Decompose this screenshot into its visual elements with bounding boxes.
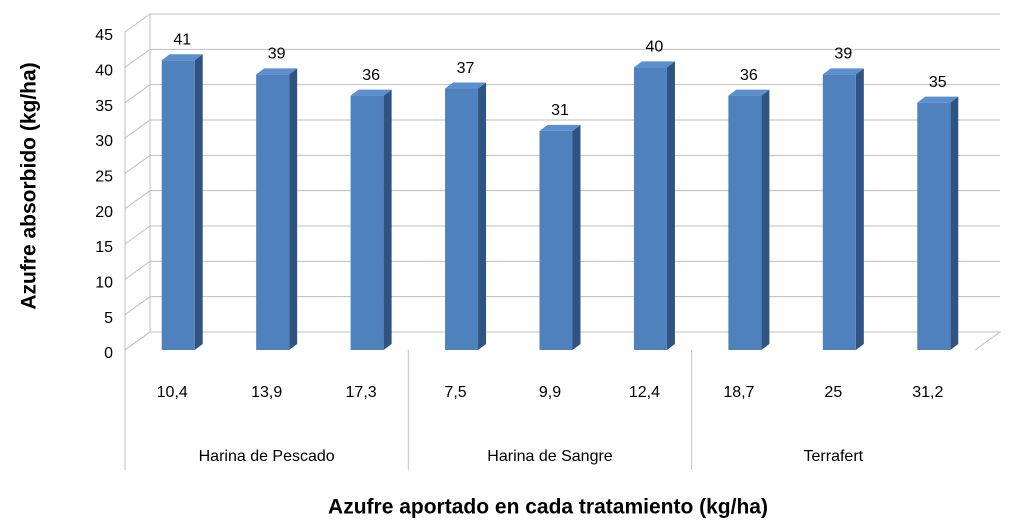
bar-side <box>478 82 487 351</box>
bar-top <box>633 61 675 68</box>
bar-side <box>761 89 770 350</box>
grid-line <box>124 13 1000 33</box>
y-tick-label: 25 <box>95 169 113 186</box>
data-label: 37 <box>457 60 475 77</box>
bar <box>917 102 951 351</box>
y-tick-label: 40 <box>95 63 113 80</box>
grid-line <box>124 331 1000 351</box>
bar <box>633 67 667 350</box>
y-tick-label: 10 <box>95 275 113 292</box>
y-tick-label: 0 <box>104 345 113 362</box>
x-tick-label: 18,7 <box>723 384 754 401</box>
y-tick-label: 35 <box>95 98 113 115</box>
bar-side <box>383 89 392 350</box>
bar-side <box>289 68 298 351</box>
x-tick-label: 7,5 <box>444 384 466 401</box>
bar-top <box>728 89 770 96</box>
y-axis-title: Azufre absorbido (kg/ha) <box>18 62 41 309</box>
bar <box>728 95 762 350</box>
bar-side <box>666 61 675 350</box>
x-tick-label: 25 <box>824 384 842 401</box>
x-tick-label: 12,4 <box>629 384 660 401</box>
bar-top <box>917 96 959 103</box>
y-tick-label: 15 <box>95 239 113 256</box>
data-label: 39 <box>834 46 852 63</box>
grid-line <box>124 190 1000 210</box>
grid-line <box>124 225 1000 245</box>
bar-top <box>822 68 864 75</box>
x-tick-label: 31,2 <box>912 384 943 401</box>
data-label: 40 <box>646 39 664 56</box>
bar <box>161 60 195 351</box>
data-label: 35 <box>929 74 947 91</box>
x-tick-label: 9,9 <box>539 384 561 401</box>
data-label: 41 <box>173 31 191 48</box>
bar-side <box>855 68 864 351</box>
grid-line <box>124 84 1000 104</box>
bar <box>350 95 384 350</box>
y-tick-label: 30 <box>95 133 113 150</box>
grid-line <box>124 154 1000 174</box>
y-tick-label: 45 <box>95 27 113 44</box>
bar-side <box>194 54 203 351</box>
y-tick-label: 20 <box>95 204 113 221</box>
x-tick-label: 13,9 <box>251 384 282 401</box>
bar <box>539 130 573 350</box>
bar <box>822 74 856 351</box>
x-axis-title: Azufre aportado en cada tratamiento (kg/… <box>328 496 768 519</box>
bar-side <box>572 124 581 350</box>
bar-top <box>539 124 581 131</box>
bar-side <box>950 96 959 351</box>
group-label: Harina de Pescado <box>199 448 335 465</box>
group-label: Terrafert <box>804 448 864 465</box>
y-tick-label: 5 <box>104 310 113 327</box>
grid-line <box>124 296 1000 316</box>
x-tick-label: 17,3 <box>346 384 377 401</box>
data-label: 31 <box>551 102 569 119</box>
data-label: 36 <box>740 67 758 84</box>
bar <box>445 88 479 351</box>
x-tick-label: 10,4 <box>157 384 188 401</box>
grid-line <box>124 119 1000 139</box>
bar-top <box>445 82 487 89</box>
bar <box>256 74 290 351</box>
bar-top <box>256 68 298 75</box>
grid-line <box>124 260 1000 280</box>
grid-line <box>124 48 1000 68</box>
bar-top <box>161 54 203 61</box>
data-label: 36 <box>362 67 380 84</box>
group-label: Harina de Sangre <box>487 448 613 465</box>
bar-top <box>350 89 392 96</box>
data-label: 39 <box>268 46 286 63</box>
